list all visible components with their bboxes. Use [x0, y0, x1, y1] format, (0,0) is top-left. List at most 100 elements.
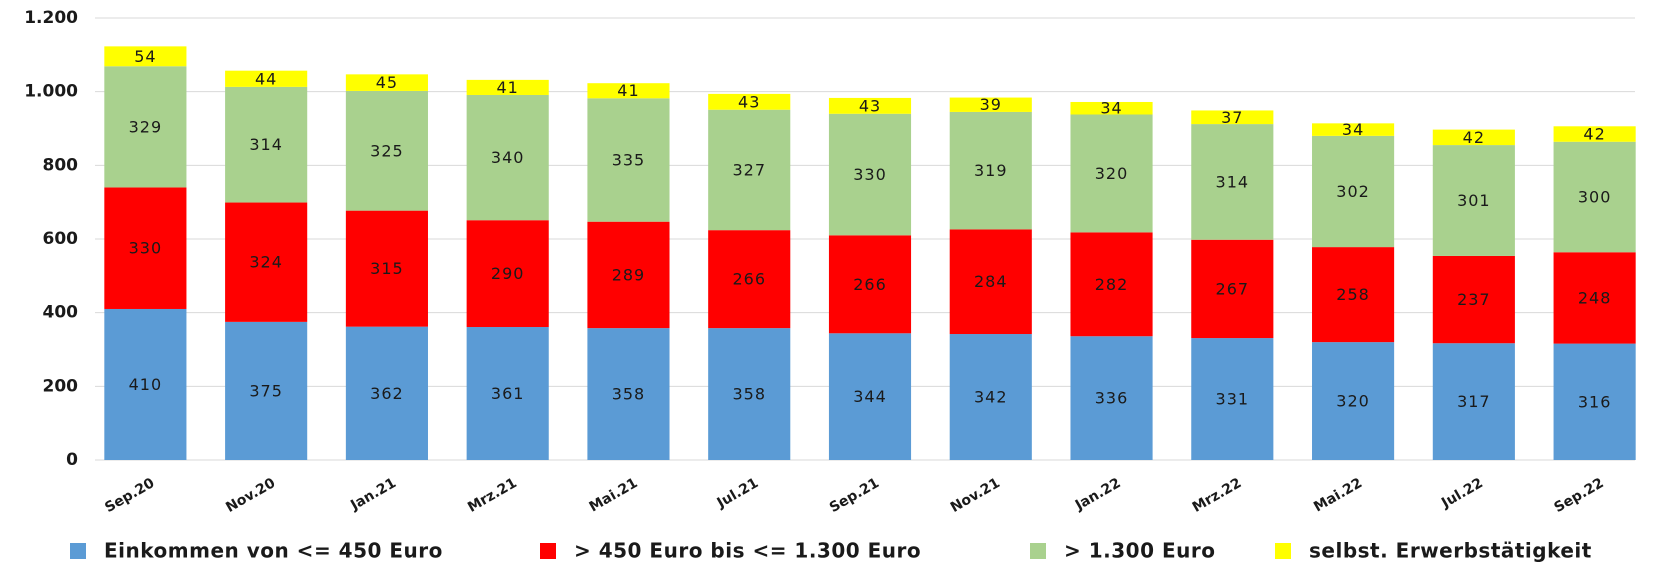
data-label: 41 [497, 78, 519, 97]
data-label: 358 [732, 385, 766, 404]
x-tick-label: Jan.21 [347, 475, 399, 514]
data-label: 358 [612, 385, 646, 404]
bar-segment [466, 327, 549, 460]
bar-segment [1312, 342, 1395, 460]
bar-segment [104, 46, 187, 67]
data-label: 43 [738, 92, 760, 111]
y-tick-label: 800 [43, 155, 79, 175]
data-label: 302 [1336, 182, 1370, 201]
bar-segment [587, 98, 670, 222]
data-label: 44 [255, 69, 277, 88]
data-label: 320 [1336, 392, 1370, 411]
bar-segment [708, 230, 791, 329]
bar-segment [949, 97, 1032, 112]
y-tick-label: 400 [43, 303, 79, 323]
data-label: 335 [612, 150, 646, 169]
data-label: 314 [1216, 172, 1250, 191]
data-label: 43 [859, 96, 881, 115]
bar-segment [345, 210, 428, 327]
bar-segment [828, 235, 912, 334]
bar-segment [1553, 343, 1636, 460]
data-label: 330 [129, 239, 163, 258]
bar-segment [1312, 247, 1395, 343]
bar-segment [1553, 141, 1636, 253]
legend-label: selbst. Erwerbstätigkeit [1309, 539, 1592, 563]
bar-segment [225, 321, 308, 460]
data-label: 325 [370, 141, 404, 160]
y-tick-label: 1.000 [24, 82, 78, 102]
bar-segment [1312, 123, 1395, 136]
data-label: 39 [980, 95, 1002, 114]
bar-segment [1191, 239, 1274, 339]
x-tick-label: Mai.22 [1311, 475, 1365, 515]
x-tick-label: Sep.22 [1551, 475, 1606, 516]
x-tick-label: Jul.22 [1438, 475, 1486, 512]
bar-segment [1432, 145, 1515, 256]
data-label: 375 [249, 381, 283, 400]
y-tick-label: 200 [43, 376, 79, 396]
data-label: 362 [370, 384, 404, 403]
bar-segment [466, 220, 549, 328]
data-label: 344 [853, 387, 887, 406]
data-label: 301 [1457, 191, 1491, 210]
y-tick-label: 0 [66, 450, 78, 470]
legend-label: > 1.300 Euro [1064, 539, 1215, 563]
data-label: 331 [1216, 390, 1250, 409]
legend-swatch [1030, 543, 1046, 559]
bar-segment [828, 97, 912, 114]
data-label: 314 [249, 135, 283, 154]
bar-segment [1070, 114, 1153, 233]
bar-segment [1070, 232, 1153, 337]
y-tick-label: 1.200 [24, 8, 78, 28]
bar-segment [828, 113, 912, 236]
bar-segment [345, 74, 428, 91]
x-tick-label: Mai.21 [587, 475, 641, 515]
bar-segment [587, 221, 670, 329]
bar-segment [345, 90, 428, 211]
bar-segment [1432, 129, 1515, 146]
data-label: 336 [1095, 389, 1129, 408]
data-label: 42 [1583, 125, 1605, 144]
data-label: 45 [376, 73, 398, 92]
bar-segment [949, 111, 1032, 230]
bar-segment [104, 66, 187, 188]
bar-segment [708, 328, 791, 460]
data-label: 324 [249, 253, 283, 272]
data-label: 34 [1100, 99, 1122, 118]
data-label: 248 [1578, 288, 1612, 307]
bar-segment [225, 202, 308, 322]
bar-segment [587, 83, 670, 99]
data-label: 342 [974, 388, 1008, 407]
bar-segment [708, 109, 791, 231]
bar-segment [104, 308, 187, 460]
bar-segment [1191, 110, 1274, 125]
data-label: 315 [370, 259, 404, 278]
data-label: 330 [853, 165, 887, 184]
bar-segment [1070, 101, 1153, 115]
data-label: 410 [129, 375, 163, 394]
data-label: 300 [1578, 188, 1612, 207]
bar-segment [1432, 255, 1515, 344]
data-label: 42 [1463, 128, 1485, 147]
data-label: 34 [1342, 120, 1364, 139]
bar-segment [466, 94, 549, 221]
data-label: 258 [1336, 285, 1370, 304]
x-tick-label: Jan.22 [1072, 475, 1124, 514]
bar-segment [828, 333, 912, 460]
data-label: 54 [134, 47, 156, 66]
legend-label: > 450 Euro bis <= 1.300 Euro [574, 539, 921, 563]
y-tick-label: 600 [43, 229, 79, 249]
data-label: 266 [732, 270, 766, 289]
data-label: 329 [129, 117, 163, 136]
x-tick-label: Sep.20 [102, 475, 157, 516]
data-label: 317 [1457, 392, 1491, 411]
x-tick-label: Mrz.21 [465, 475, 520, 516]
data-label: 282 [1095, 275, 1129, 294]
bar-segment [949, 229, 1032, 335]
legend-swatch [540, 543, 556, 559]
x-tick-label: Mrz.22 [1190, 475, 1245, 516]
x-tick-label: Sep.21 [827, 475, 882, 516]
data-label: 320 [1095, 164, 1129, 183]
data-label: 319 [974, 161, 1008, 180]
